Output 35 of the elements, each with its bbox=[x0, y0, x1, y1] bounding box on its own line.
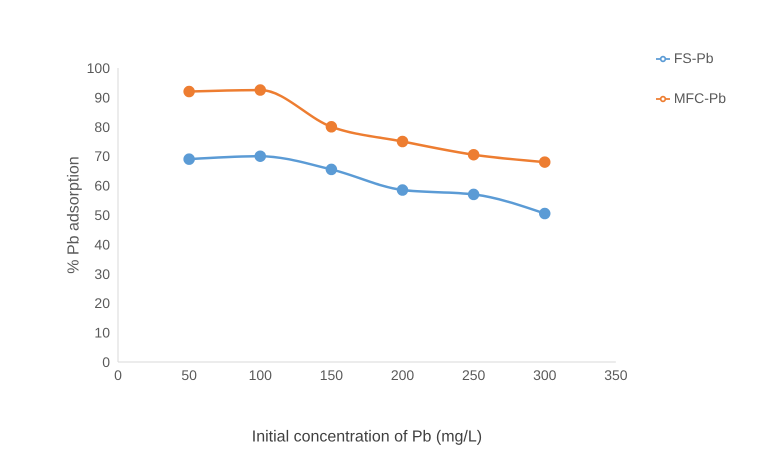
y-tick-label: 20 bbox=[94, 295, 110, 312]
x-tick-label: 300 bbox=[533, 366, 557, 383]
point bbox=[254, 84, 266, 96]
point bbox=[396, 184, 408, 196]
y-tick-label: 50 bbox=[94, 206, 110, 223]
y-tick-label: 10 bbox=[94, 324, 110, 341]
y-tick-label: 80 bbox=[94, 118, 110, 135]
point bbox=[326, 121, 338, 133]
x-axis-title: Initial concentration of Pb (mg/L) bbox=[252, 428, 482, 446]
x-tick-label: 0 bbox=[114, 366, 122, 383]
y-tick-label: 40 bbox=[94, 236, 110, 252]
point bbox=[183, 153, 195, 165]
y-tick-label: 60 bbox=[94, 178, 110, 194]
y-axis-title: % Pb adsorption bbox=[66, 156, 83, 274]
x-tick-label: 100 bbox=[248, 366, 272, 383]
y-tick-label: 30 bbox=[94, 266, 110, 282]
point bbox=[254, 150, 266, 162]
point bbox=[539, 208, 550, 220]
y-tick-label: 90 bbox=[94, 89, 110, 106]
y-tick-label: 0 bbox=[102, 354, 110, 370]
legend-label: FS-Pb bbox=[674, 50, 714, 66]
y-tick-label: 100 bbox=[86, 60, 110, 76]
point bbox=[468, 188, 480, 200]
legend-label: MFC-Pb bbox=[674, 90, 726, 106]
point bbox=[468, 148, 480, 160]
x-tick-label: 200 bbox=[390, 366, 414, 383]
x-tick-label: 350 bbox=[604, 366, 628, 383]
point bbox=[539, 156, 550, 168]
point bbox=[396, 136, 408, 148]
x-tick-label: 150 bbox=[320, 366, 344, 383]
x-tick-label: 50 bbox=[181, 366, 198, 383]
y-tick-label: 70 bbox=[94, 148, 110, 164]
point bbox=[326, 164, 338, 176]
point bbox=[183, 86, 195, 98]
x-tick-label: 250 bbox=[462, 366, 486, 383]
